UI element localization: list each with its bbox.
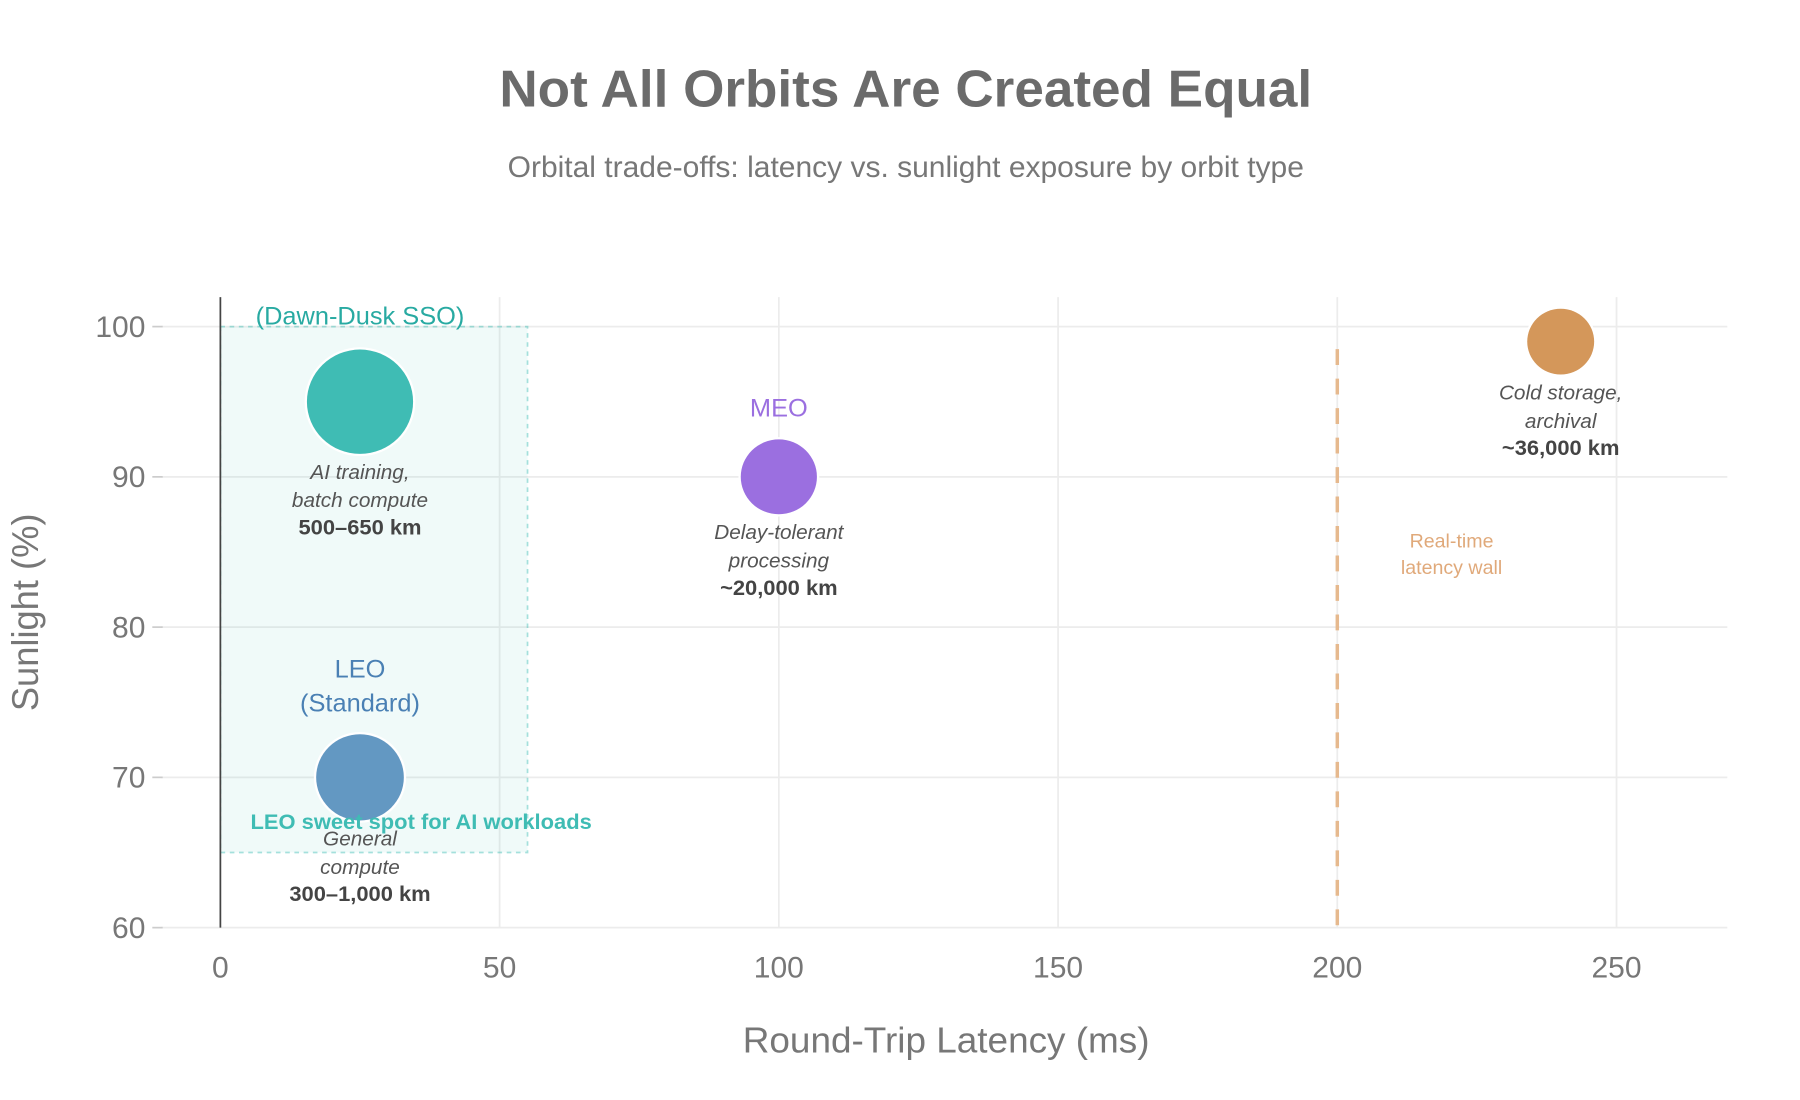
bubble-point — [1527, 308, 1595, 375]
bubble-point — [316, 734, 404, 821]
axes: 0 50 100 150 200 250 60 70 80 90 100 — [95, 297, 1642, 985]
data-points: Real-time latency wall (Dawn-Dusk SSO) AI t… — [251, 303, 1622, 928]
orbit-use-case: compute — [320, 856, 400, 879]
x-tick-label: 200 — [1312, 952, 1362, 985]
x-tick-label: 150 — [1033, 952, 1083, 985]
orbit-name-label: (Standard) — [300, 690, 420, 718]
orbit-use-case: General — [323, 828, 398, 851]
chart-subtitle: Orbital trade-offs: latency vs. sunlight… — [508, 151, 1304, 184]
gridlines — [161, 297, 1728, 929]
y-tick-label: 70 — [112, 762, 145, 795]
y-tick-label: 60 — [112, 912, 145, 945]
x-tick-label: 50 — [483, 952, 516, 985]
y-tick-label: 80 — [112, 612, 145, 645]
orbit-use-case: processing — [728, 550, 830, 573]
x-tick-label: 250 — [1592, 952, 1642, 985]
orbit-use-case: archival — [1525, 410, 1598, 433]
chart-title: Not All Orbits Are Created Equal — [499, 60, 1312, 118]
orbit-use-case: Cold storage, — [1499, 382, 1622, 405]
y-tick-label: 90 — [112, 461, 145, 494]
orbit-use-case: batch compute — [292, 489, 428, 512]
orbit-altitude: ~36,000 km — [1502, 435, 1620, 460]
orbit-name-label: MEO — [750, 395, 808, 423]
latency-wall-label: Real-time — [1410, 531, 1494, 553]
orbit-altitude: 500–650 km — [298, 515, 421, 540]
orbit-altitude: ~20,000 km — [720, 575, 838, 600]
x-tick-label: 100 — [754, 952, 804, 985]
y-tick-label: 100 — [95, 311, 145, 344]
x-axis-label: Round-Trip Latency (ms) — [743, 1020, 1150, 1061]
orbit-use-case: Delay-tolerant — [714, 521, 845, 544]
sweet-spot-label: LEO sweet spot for AI workloads — [251, 809, 592, 834]
orbit-name-label: LEO — [335, 656, 386, 684]
orbit-name-label: (Dawn-Dusk SSO) — [256, 303, 465, 331]
x-tick-label: 0 — [212, 952, 229, 985]
latency-wall-label: latency wall — [1401, 557, 1502, 579]
orbit-use-case: AI training, — [308, 461, 409, 484]
bubble-point — [306, 349, 414, 454]
orbit-altitude: 300–1,000 km — [289, 881, 430, 906]
bubble-point — [740, 439, 817, 515]
y-axis-label: Sunlight (%) — [5, 514, 46, 712]
